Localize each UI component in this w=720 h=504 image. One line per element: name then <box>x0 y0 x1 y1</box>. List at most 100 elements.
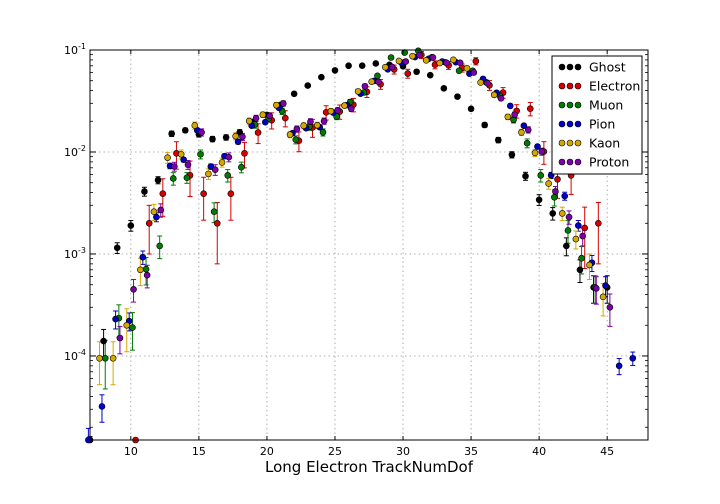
proton-point <box>484 79 491 87</box>
proton-point <box>429 54 437 61</box>
ghost-point <box>440 85 448 92</box>
electron-point <box>213 219 221 227</box>
kaon-point <box>259 111 267 119</box>
muon-point <box>169 175 177 182</box>
ghost-point <box>331 67 339 74</box>
kaon-point <box>545 180 552 187</box>
kaon-point <box>422 57 430 64</box>
muon-point <box>455 67 463 75</box>
ghost-point <box>494 136 502 144</box>
proton-point <box>198 128 205 136</box>
muon-point <box>129 324 136 331</box>
pion-point <box>98 403 106 410</box>
kaon-point <box>245 117 253 125</box>
ghost-point <box>426 71 434 79</box>
x-axis-title: Long Electron TrackNumDof <box>265 458 474 476</box>
ghost-point <box>222 134 230 141</box>
electron-point <box>554 175 561 183</box>
proton-point <box>470 69 478 76</box>
legend-marker-ghost <box>558 63 566 71</box>
electron-point <box>404 70 412 77</box>
proton-point <box>497 95 505 102</box>
legend-label-proton: Proton <box>589 155 629 170</box>
proton-point <box>456 59 464 67</box>
ghost-point <box>345 62 352 70</box>
muon-point <box>537 172 545 179</box>
muon-point <box>210 208 218 215</box>
kaon-point <box>313 121 321 129</box>
proton-point <box>171 163 178 170</box>
kaon-point <box>586 261 593 269</box>
kaon-point <box>96 354 103 362</box>
legend-marker-muon <box>558 101 566 109</box>
ghost-point <box>168 130 175 138</box>
ghost-point <box>467 105 475 113</box>
ghost-point <box>454 93 461 100</box>
legend-marker-kaon <box>566 139 574 147</box>
kaon-point <box>137 266 144 274</box>
ghost-point <box>549 210 557 217</box>
proton-point <box>116 334 124 342</box>
legend-marker-pion <box>566 120 574 128</box>
pion-point <box>534 143 541 150</box>
ghost-point <box>413 68 420 76</box>
proton-point <box>592 285 600 292</box>
proton-point <box>524 126 532 134</box>
ghost-point <box>127 222 135 229</box>
ghost-point <box>563 242 570 250</box>
pion-point <box>575 222 582 229</box>
muon-point <box>156 242 163 250</box>
kaon-point <box>490 91 498 99</box>
muon-point <box>183 174 191 181</box>
x-tick-label: 25 <box>328 445 342 458</box>
legend-marker-pion <box>558 120 566 128</box>
proton-point <box>511 111 518 119</box>
legend-label-kaon: Kaon <box>589 136 620 151</box>
ghost-point <box>372 60 380 67</box>
muon-point <box>197 150 204 158</box>
muon-point <box>387 54 395 61</box>
ghost-point <box>304 82 312 89</box>
kaon-point <box>599 293 607 301</box>
proton-point <box>361 82 369 90</box>
muon-point <box>578 254 585 262</box>
proton-point <box>416 51 423 59</box>
kaon-point <box>218 159 226 166</box>
kaon-point <box>341 102 348 109</box>
proton-point <box>157 206 165 214</box>
muon-point <box>523 139 531 147</box>
kaon-point <box>327 107 335 115</box>
ghost-point <box>522 172 529 180</box>
x-tick-label: 15 <box>192 445 206 458</box>
ghost-point <box>100 337 107 345</box>
kaon-point <box>436 59 444 67</box>
data-points <box>85 47 637 444</box>
kaon-point <box>177 150 185 158</box>
proton-point <box>184 161 192 169</box>
proton-point <box>443 59 450 67</box>
legend: Ghost Electron Muon Pion Kaon Proton <box>551 55 643 175</box>
proton-point <box>538 148 546 155</box>
ghost-point <box>141 188 148 195</box>
ghost-point <box>154 176 162 184</box>
muon-point <box>142 265 150 273</box>
x-tick-label: 45 <box>600 445 614 458</box>
kaon-point <box>558 210 566 217</box>
proton-point <box>320 117 328 125</box>
kaon-point <box>354 88 362 95</box>
muon-point <box>319 128 327 136</box>
ghost-point <box>358 62 366 69</box>
ghost-point <box>290 90 298 98</box>
kaon-point <box>477 79 484 86</box>
proton-point <box>225 153 233 161</box>
legend-box <box>551 55 643 175</box>
proton-point <box>293 125 301 133</box>
electron-point <box>145 219 153 227</box>
pion-point <box>207 163 215 170</box>
muon-point <box>292 136 300 143</box>
x-tick-label: 10 <box>124 445 138 458</box>
kaon-point <box>531 149 539 157</box>
pion-point <box>629 354 637 362</box>
kaon-point <box>518 128 525 136</box>
